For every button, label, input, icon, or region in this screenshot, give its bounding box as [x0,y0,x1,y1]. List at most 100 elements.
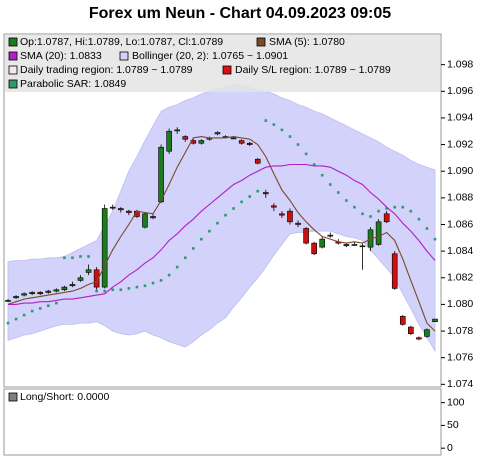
candle-body [303,228,309,244]
sar-dot [425,227,429,230]
sar-dot [304,152,308,156]
legend-label: Daily trading region: 1.0789 ~ 1.0789 [20,64,193,76]
candle-body [117,208,124,211]
candle-body [359,245,366,248]
candle-body [21,293,27,296]
sar-dot [79,255,82,258]
sar-dot [192,247,195,250]
legend-label: Daily S/L region: 1.0789 ~ 1.0789 [235,64,391,76]
sar-dot [22,313,26,317]
y-tick-label: 1.078 [447,325,473,337]
sar-dot [433,237,437,241]
candle-body [61,286,68,291]
candle-body [319,238,326,248]
sar-dot [256,189,260,193]
sar-dot [288,135,292,138]
candle-body [158,146,164,203]
candle-body [383,213,390,223]
sar-dot [119,288,123,292]
legend-swatch [119,51,129,61]
sar-dot [224,213,227,217]
legend-swatch [222,65,232,75]
candle-body [287,210,293,223]
sar-dot [232,207,235,210]
candle-body [295,222,301,225]
candle-body [263,192,269,195]
sar-dot [393,205,397,209]
sar-dot [30,309,34,313]
candle-body [327,234,334,237]
legend-swatch [8,37,18,47]
sar-dot [143,284,147,288]
y-tick-label: 0 [447,442,453,454]
sar-dot [409,209,413,213]
candle-body [150,216,156,219]
sar-dot [385,207,388,210]
sar-dot [14,317,18,321]
sar-dot [264,119,268,122]
sar-dot [328,183,332,186]
candle-body [69,284,76,287]
candle-body [246,142,253,145]
sar-dot [159,279,163,282]
candle-body [37,292,44,295]
sar-dot [369,215,372,218]
candle-body [408,326,414,335]
lower-panel [3,388,442,456]
candle-body [343,244,350,247]
sar-dot [46,304,50,308]
sar-dot [337,191,340,194]
y-tick-label: 1.080 [447,298,473,310]
candle-body [279,213,285,216]
y-tick-label: 1.088 [447,192,473,204]
sar-dot [63,256,66,260]
candle-body [5,300,11,302]
candle-body [230,137,237,140]
y-tick-label: 1.098 [447,58,473,70]
sar-dot [296,143,300,146]
bollinger-band [7,84,436,353]
sar-dot [183,256,187,260]
sar-dot [111,288,115,292]
candle-body [93,269,100,288]
y-tick-label: 1.086 [447,218,473,230]
sar-dot [175,265,179,269]
sar-dot [127,287,131,290]
candle-body [45,290,52,293]
sar-dot [208,229,211,233]
sar-dot [377,209,380,213]
sar-dot [280,128,284,132]
y-tick-label: 1.074 [447,378,473,390]
legend-label: Long/Short: 0.0000 [20,391,109,403]
sar-dot [401,205,405,209]
candle-body [424,329,430,337]
candle-body [109,206,116,209]
sar-dot [55,301,58,305]
sar-dot [135,285,139,289]
legend-label: Bollinger (20, 2): 1.0765 ~ 1.0901 [132,50,288,62]
legend-label: SMA (20): 1.0833 [20,50,102,62]
sar-dot [71,256,74,260]
y-tick-label: 1.076 [447,351,473,363]
sar-dot [95,289,98,293]
candle-body [85,269,92,273]
candle-body [126,210,132,213]
candle-body [198,140,205,144]
y-tick-label: 1.094 [447,112,473,124]
candle-body [311,242,317,255]
legend-label: SMA (5): 1.0780 [269,36,345,48]
sar-dot [167,273,171,277]
legend-swatch [8,392,18,402]
sar-dot [345,199,348,202]
y-tick-label: 100 [447,396,465,408]
legend-label: Op:1.0787, Hi:1.0789, Lo:1.0787, Cl:1.07… [20,36,223,48]
sar-dot [200,237,203,241]
sar-dot [87,255,90,258]
sar-dot [353,205,356,209]
sar-dot [361,212,364,216]
sar-dot [312,163,316,166]
sar-dot [151,281,155,285]
legend-swatch [8,51,18,61]
candle-body [166,130,172,152]
y-tick-label: 1.096 [447,85,473,97]
